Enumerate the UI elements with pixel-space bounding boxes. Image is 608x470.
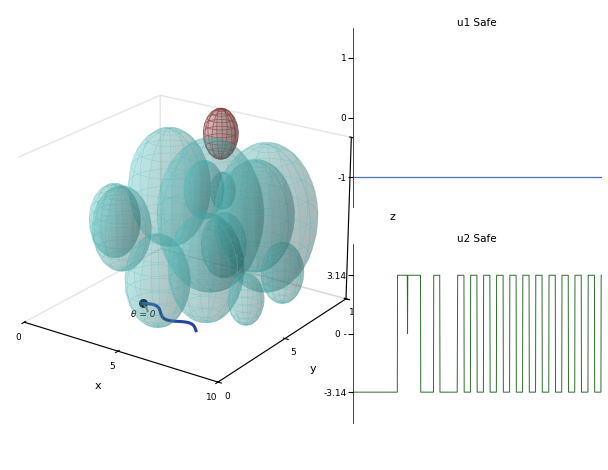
Y-axis label: y: y [309,364,316,374]
Title: u1 Safe: u1 Safe [457,18,497,28]
Title: u2 Safe: u2 Safe [457,235,497,244]
X-axis label: x: x [95,381,102,391]
